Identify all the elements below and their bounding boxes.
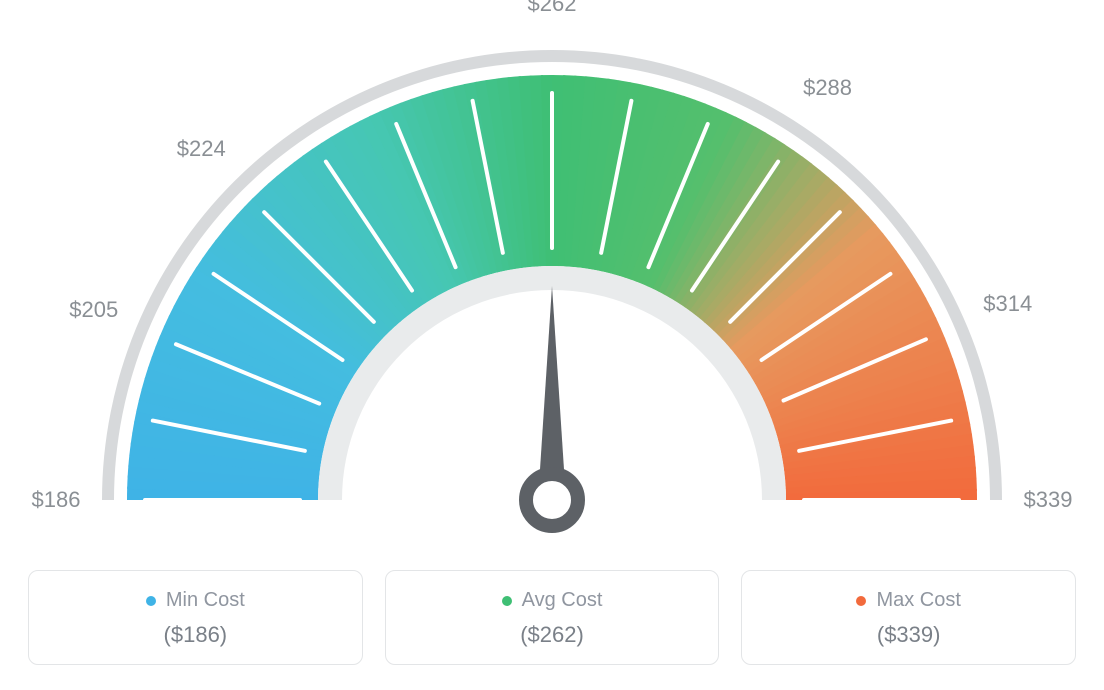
gauge-tick-label: $288 xyxy=(803,75,852,101)
max-cost-label: Max Cost xyxy=(876,589,960,612)
max-cost-dot xyxy=(856,596,866,606)
gauge-tick-label: $262 xyxy=(528,0,577,17)
cost-cards-row: Min Cost ($186) Avg Cost ($262) Max Cost… xyxy=(0,570,1104,665)
gauge-tick-label: $205 xyxy=(69,297,118,323)
avg-cost-value: ($262) xyxy=(402,622,703,648)
min-cost-value: ($186) xyxy=(45,622,346,648)
gauge-tick-label: $224 xyxy=(177,136,226,162)
avg-cost-dot xyxy=(502,596,512,606)
avg-cost-card: Avg Cost ($262) xyxy=(385,570,720,665)
max-cost-value: ($339) xyxy=(758,622,1059,648)
min-cost-label: Min Cost xyxy=(166,589,245,612)
gauge-svg xyxy=(0,0,1104,560)
min-cost-card: Min Cost ($186) xyxy=(28,570,363,665)
min-cost-dot xyxy=(146,596,156,606)
max-cost-card: Max Cost ($339) xyxy=(741,570,1076,665)
gauge-tick-label: $314 xyxy=(983,291,1032,317)
gauge-tick-label: $186 xyxy=(32,487,81,513)
gauge-tick-label: $339 xyxy=(1024,487,1073,513)
avg-cost-label: Avg Cost xyxy=(522,589,603,612)
cost-gauge: $186 $205 $224 $262 $288 $314 $339 xyxy=(0,0,1104,560)
